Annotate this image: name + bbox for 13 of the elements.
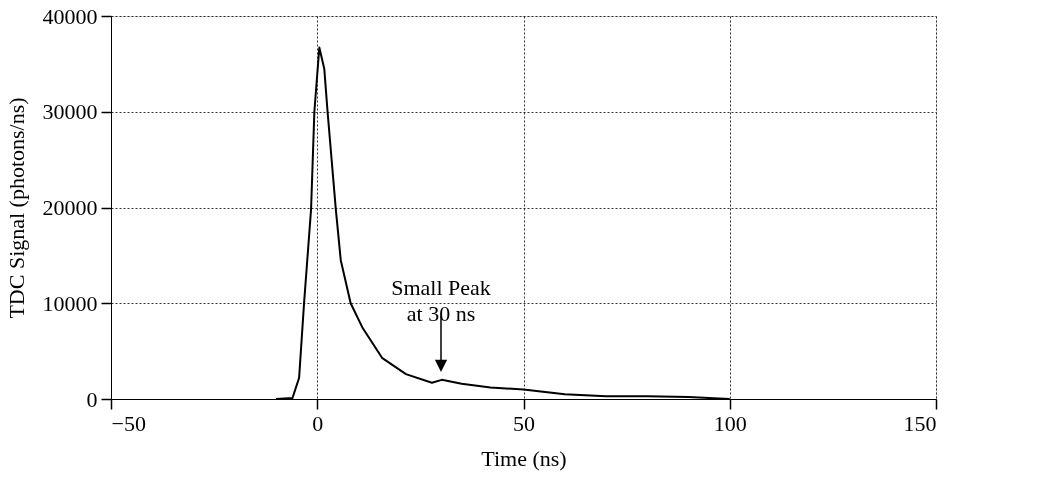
x-tick-label: 100 <box>713 410 747 436</box>
y-axis-title: TDC Signal (photons/ns) <box>3 97 29 319</box>
x-tick-label: 150 <box>903 410 937 436</box>
annotation: Small Peak at 30 ns <box>391 274 491 326</box>
x-tick-label: −50 <box>111 410 146 436</box>
y-tick-label: 30000 <box>42 99 98 125</box>
y-tick-label: 10000 <box>42 290 98 316</box>
y-tick-label: 0 <box>86 386 98 412</box>
x-tick-label: 50 <box>513 410 535 436</box>
x-axis-title: Time (ns) <box>481 445 567 471</box>
y-tick-label: 20000 <box>42 195 98 220</box>
y-tick-label: 40000 <box>42 3 98 29</box>
x-tick-label: 0 <box>312 410 324 436</box>
